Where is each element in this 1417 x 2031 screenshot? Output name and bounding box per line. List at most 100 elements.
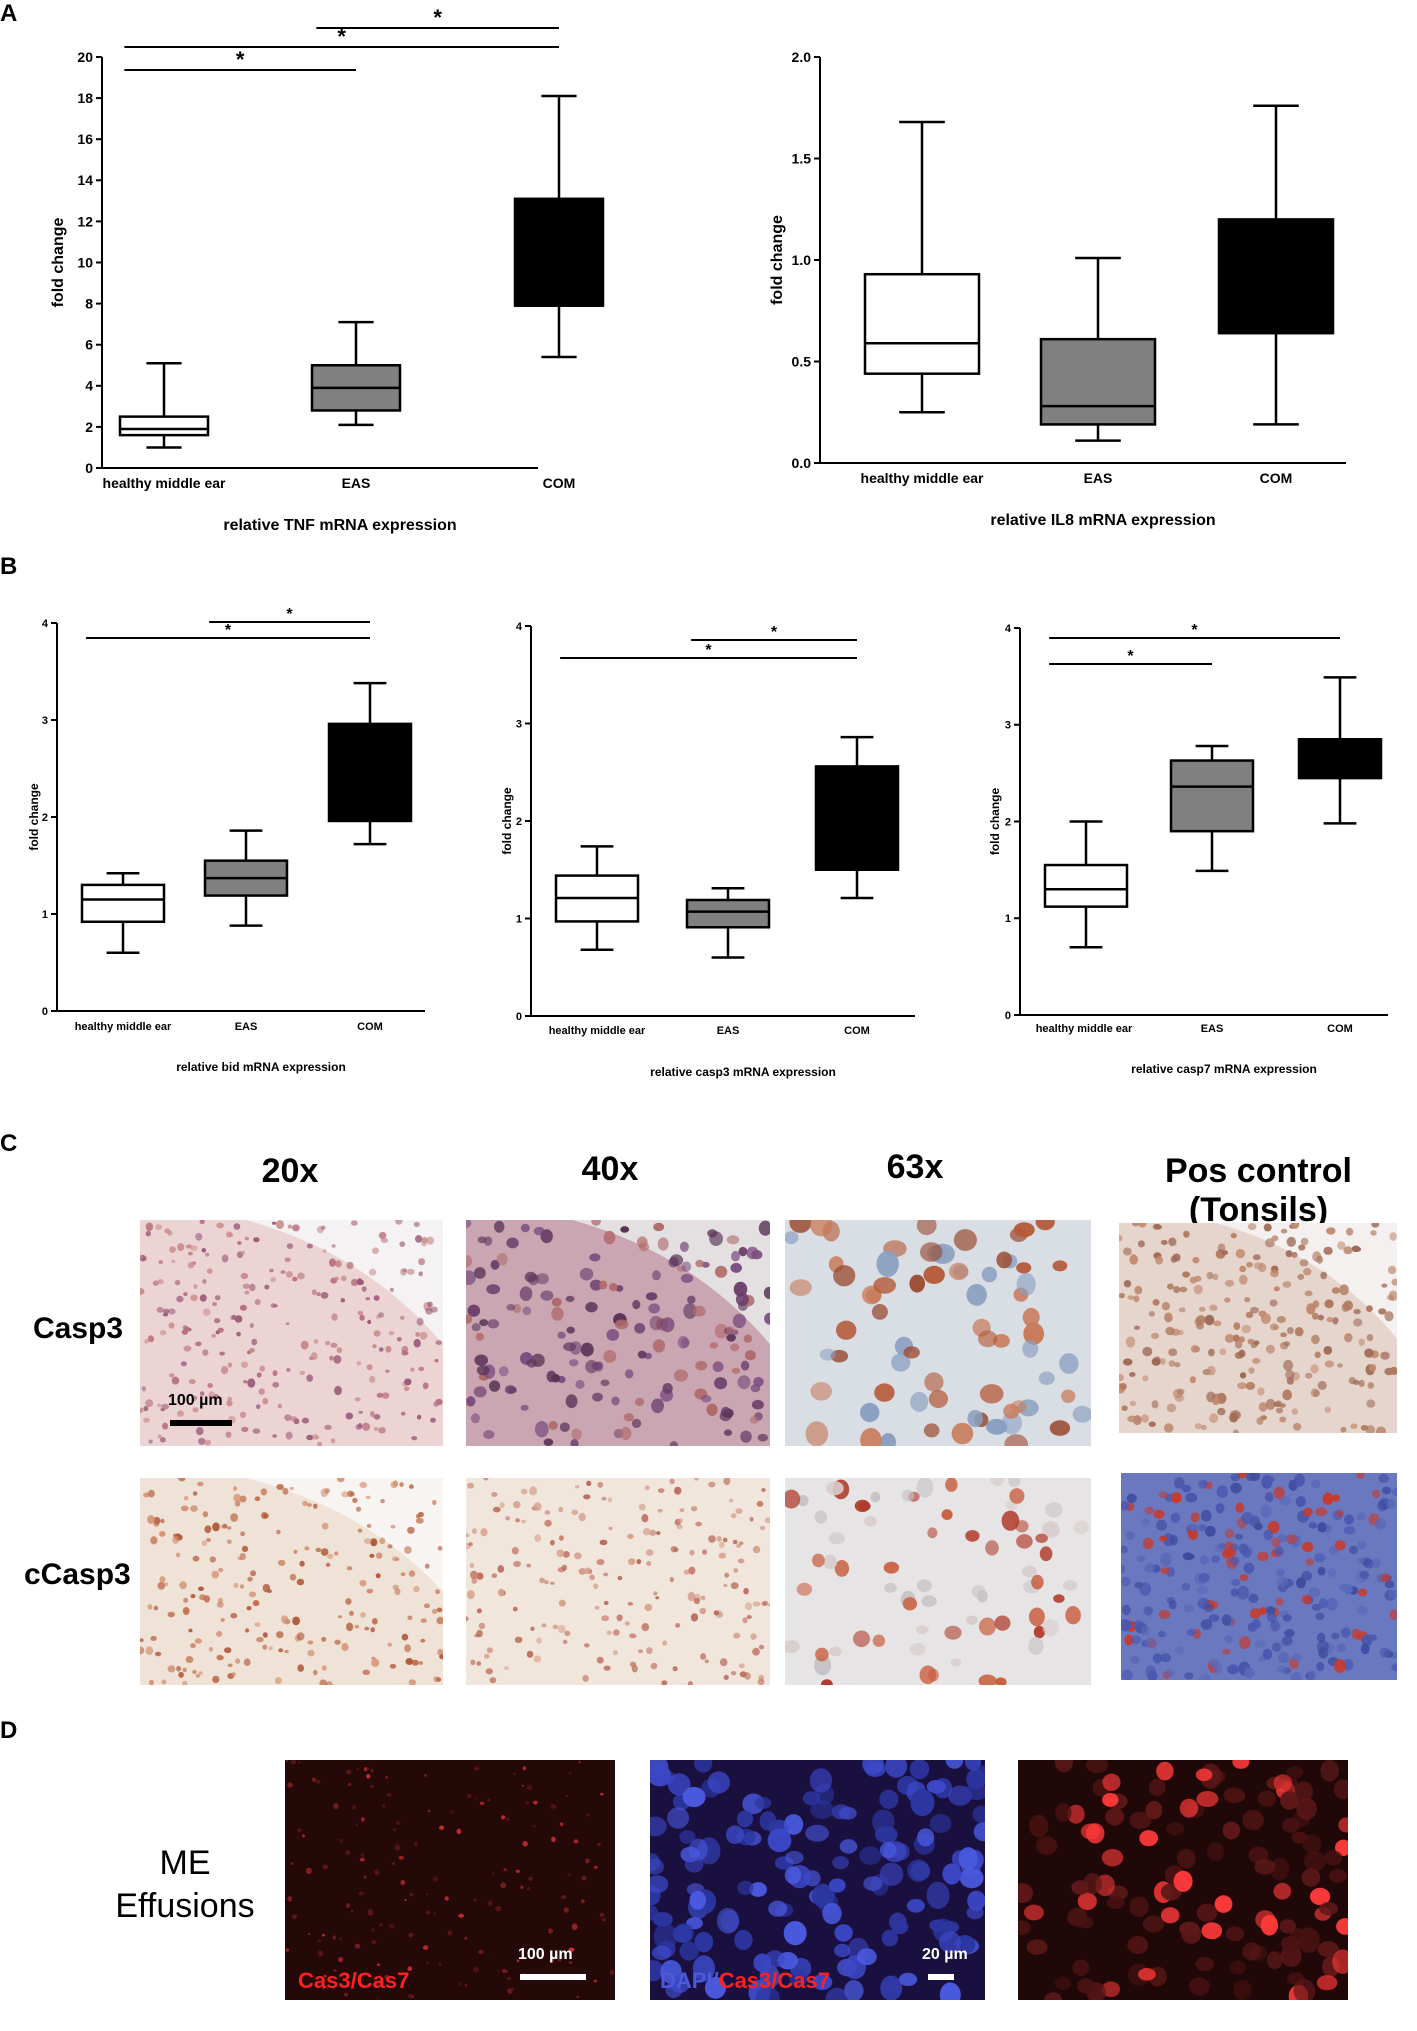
texture-cell bbox=[1072, 1959, 1090, 1976]
texture-cell bbox=[1192, 1257, 1200, 1264]
texture-cell bbox=[513, 1501, 521, 1509]
texture-cell bbox=[1311, 1603, 1322, 1611]
significance-star: * bbox=[771, 624, 778, 641]
micrograph-ccasp3-20x bbox=[140, 1478, 443, 1685]
texture-cell bbox=[306, 1374, 314, 1382]
texture-cell bbox=[726, 1235, 740, 1245]
texture-cell bbox=[1196, 1586, 1208, 1595]
texture-cell bbox=[562, 1551, 570, 1558]
texture-cell bbox=[202, 1511, 209, 1518]
texture-cell bbox=[726, 1333, 736, 1342]
texture-cell bbox=[558, 1599, 566, 1607]
texture-cell bbox=[740, 1360, 750, 1371]
texture-cell bbox=[669, 1576, 674, 1583]
box-2 bbox=[1217, 218, 1335, 335]
texture-cell bbox=[447, 1930, 453, 1936]
texture-cell bbox=[479, 1801, 485, 1805]
texture-cell bbox=[435, 1589, 441, 1595]
texture-cell bbox=[708, 1481, 716, 1488]
texture-cell bbox=[544, 1519, 552, 1527]
texture-cell bbox=[1253, 1262, 1263, 1270]
texture-cell bbox=[407, 1526, 415, 1534]
texture-cell bbox=[1178, 1307, 1186, 1313]
texture-cell bbox=[422, 1382, 429, 1390]
texture-cell bbox=[713, 1610, 720, 1616]
texture-cell bbox=[814, 1510, 828, 1524]
texture-cell bbox=[375, 1573, 381, 1579]
texture-cell bbox=[190, 1294, 198, 1302]
texture-cell bbox=[367, 1909, 374, 1916]
texture-cell bbox=[152, 1280, 159, 1286]
texture-cell bbox=[1343, 1526, 1356, 1535]
texture-cell bbox=[406, 1268, 415, 1275]
texture-cell bbox=[371, 1940, 377, 1945]
texture-cell bbox=[1196, 1903, 1218, 1922]
texture-cell bbox=[239, 1411, 247, 1418]
texture-cell bbox=[411, 1659, 419, 1666]
texture-cell bbox=[195, 1674, 201, 1678]
texture-cell bbox=[1052, 1260, 1068, 1272]
texture-cell bbox=[354, 1943, 361, 1949]
texture-cell bbox=[1119, 1292, 1125, 1299]
texture-cell bbox=[1029, 1814, 1049, 1838]
texture-cell bbox=[1196, 1791, 1219, 1807]
texture-cell bbox=[409, 1893, 414, 1897]
texture-cell bbox=[250, 1570, 257, 1577]
texture-cell bbox=[423, 1603, 430, 1609]
texture-cell bbox=[1279, 1416, 1287, 1423]
texture-cell bbox=[358, 1891, 364, 1896]
texture-cell bbox=[1153, 1356, 1161, 1365]
texture-cell bbox=[731, 1367, 741, 1374]
texture-cell bbox=[1208, 1348, 1215, 1357]
texture-cell bbox=[1353, 1318, 1363, 1327]
texture-cell bbox=[315, 1547, 322, 1553]
texture-cell bbox=[641, 1514, 649, 1523]
texture-cell bbox=[433, 1676, 440, 1683]
y-tick-label: 1 bbox=[1005, 913, 1011, 925]
texture-cell bbox=[1013, 1222, 1035, 1238]
texture-cell bbox=[470, 1413, 480, 1424]
texture-cell bbox=[258, 1388, 265, 1395]
texture-cell bbox=[341, 1491, 350, 1498]
texture-cell bbox=[708, 1535, 716, 1543]
texture-cell bbox=[634, 1323, 646, 1334]
texture-cell bbox=[1234, 1340, 1243, 1349]
texture-cell bbox=[332, 1935, 336, 1940]
texture-cell bbox=[407, 1993, 413, 1999]
texture-cell bbox=[1195, 1768, 1213, 1782]
texture-cell bbox=[1233, 1979, 1252, 2000]
texture-cell bbox=[529, 1486, 537, 1496]
texture-cell bbox=[195, 1341, 202, 1347]
texture-cell bbox=[1233, 1322, 1241, 1331]
texture-cell bbox=[1130, 1655, 1140, 1664]
texture-cell bbox=[159, 1576, 166, 1583]
texture-cell bbox=[1201, 1922, 1223, 1940]
texture-cell bbox=[402, 1268, 407, 1273]
texture-cell bbox=[211, 1570, 220, 1579]
texture-cell bbox=[473, 1898, 477, 1902]
texture-cell bbox=[254, 1496, 261, 1501]
texture-cell bbox=[413, 1221, 420, 1228]
y-axis-label: fold change bbox=[500, 787, 514, 855]
texture-cell bbox=[285, 1760, 288, 1762]
texture-cell bbox=[749, 1416, 759, 1424]
texture-cell bbox=[796, 1582, 813, 1596]
texture-cell bbox=[635, 1397, 645, 1407]
texture-cell bbox=[669, 1478, 675, 1485]
texture-cell bbox=[826, 1481, 844, 1496]
texture-cell bbox=[233, 1223, 241, 1230]
texture-cell bbox=[1326, 1317, 1334, 1323]
texture-cell bbox=[399, 1241, 406, 1247]
texture-cell bbox=[209, 1556, 216, 1563]
texture-cell bbox=[187, 1251, 193, 1256]
texture-cell bbox=[1199, 1673, 1212, 1680]
texture-cell bbox=[701, 1394, 712, 1403]
texture-cell bbox=[1224, 1279, 1235, 1287]
texture-cell bbox=[270, 1277, 276, 1283]
texture-cell bbox=[256, 1404, 261, 1410]
texture-cell bbox=[744, 1350, 756, 1361]
texture-cell bbox=[313, 1339, 319, 1344]
texture-cell bbox=[371, 1928, 375, 1932]
texture-cell bbox=[415, 1332, 420, 1337]
